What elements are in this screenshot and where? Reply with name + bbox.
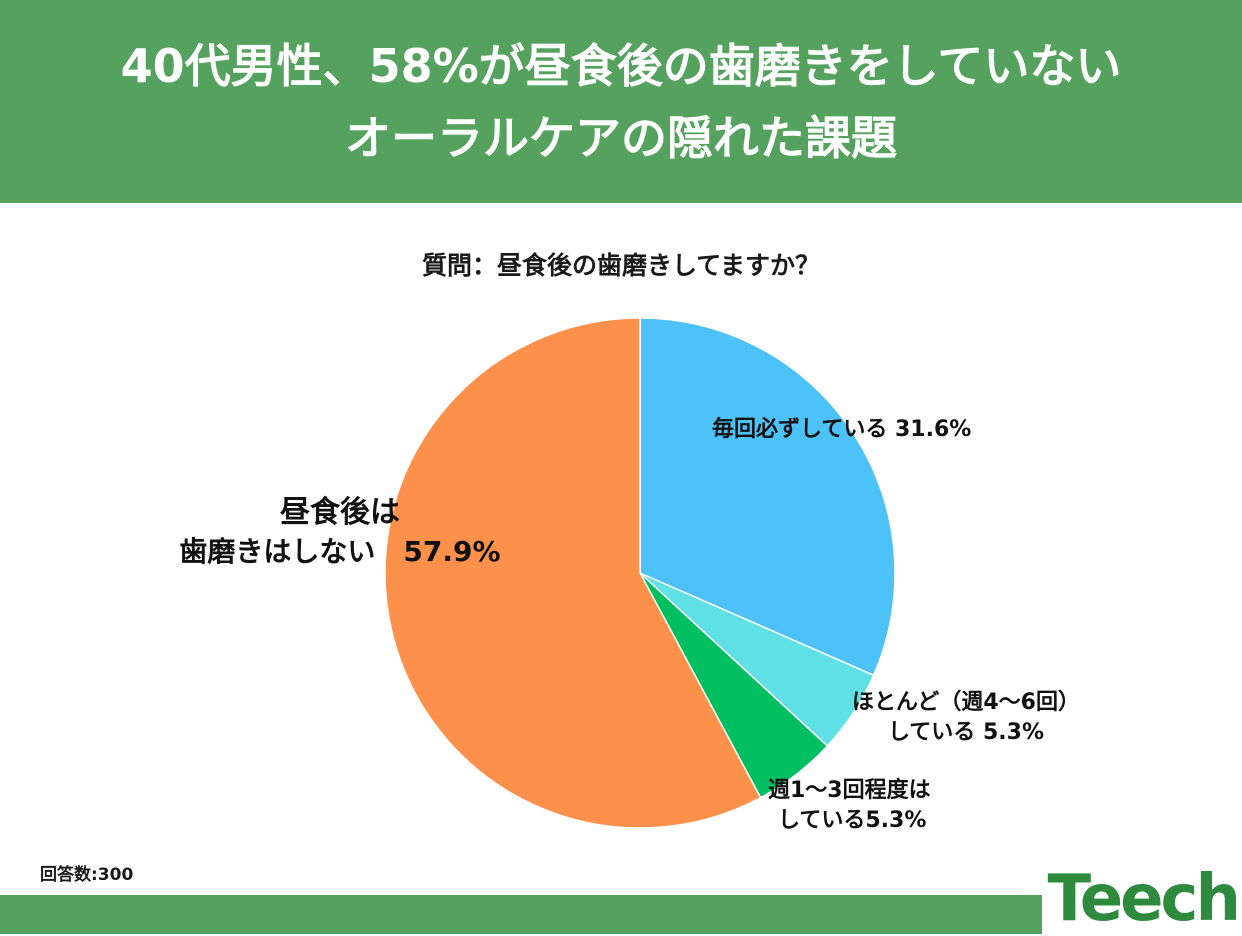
label-mostly-line-2: している 5.3% (887, 720, 1044, 746)
footer-bar (0, 895, 1242, 934)
label-not-brushing-line-2: 歯磨きはしない 57.9% (179, 535, 501, 569)
teech-logo: Teech (1042, 864, 1242, 934)
label-weekly: 週1〜3回程度は している5.3% (768, 776, 931, 837)
slice-not-brushing (384, 317, 762, 829)
header-banner: 40代男性、58%が昼食後の歯磨きをしていない オーラルケアの隠れた課題 (0, 0, 1242, 203)
label-not-brushing: 昼食後は 歯磨きはしない 57.9% (150, 492, 530, 572)
response-count: 回答数:300 (40, 865, 134, 885)
label-weekly-line-2: している5.3% (778, 808, 927, 834)
label-mostly: ほとんど（週4〜6回） している 5.3% (852, 688, 1080, 749)
label-every-time: 毎回必ずしている 31.6% (712, 415, 971, 445)
label-every-time-line-1: 毎回必ずしている 31.6% (712, 417, 972, 442)
title-line-1: 40代男性、58%が昼食後の歯磨きをしていない (120, 39, 1122, 93)
label-not-brushing-line-1: 昼食後は (280, 495, 400, 530)
question-title: 質問：昼食後の歯磨きしてますか？ (421, 251, 820, 280)
label-weekly-line-1: 週1〜3回程度は (768, 778, 931, 803)
label-mostly-line-1: ほとんど（週4〜6回） (852, 690, 1080, 715)
slice-every-time (639, 317, 896, 677)
title-line-2: オーラルケアの隠れた課題 (345, 111, 897, 165)
